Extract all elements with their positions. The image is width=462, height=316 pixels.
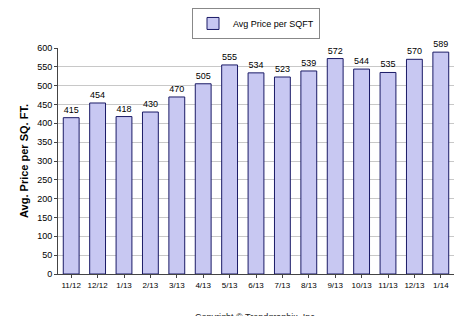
svg-text:8/13: 8/13 (301, 281, 317, 290)
svg-text:100: 100 (37, 231, 52, 241)
svg-text:470: 470 (169, 84, 184, 94)
svg-text:0: 0 (47, 269, 52, 279)
svg-text:11/13: 11/13 (378, 281, 398, 290)
svg-text:550: 550 (37, 62, 52, 72)
svg-text:12/12: 12/12 (88, 281, 109, 290)
svg-text:430: 430 (143, 99, 158, 109)
svg-text:10/13: 10/13 (352, 281, 373, 290)
svg-text:415: 415 (64, 105, 79, 115)
svg-text:6/13: 6/13 (248, 281, 264, 290)
svg-text:11/12: 11/12 (61, 281, 81, 290)
svg-text:4/13: 4/13 (195, 281, 211, 290)
svg-text:350: 350 (37, 137, 52, 147)
svg-text:1/13: 1/13 (116, 281, 132, 290)
svg-text:539: 539 (301, 58, 316, 68)
svg-text:450: 450 (37, 100, 52, 110)
svg-text:600: 600 (37, 43, 52, 53)
svg-text:570: 570 (407, 46, 422, 56)
svg-text:3/13: 3/13 (169, 281, 185, 290)
svg-text:5/13: 5/13 (222, 281, 238, 290)
svg-text:544: 544 (354, 56, 369, 66)
svg-text:505: 505 (196, 71, 211, 81)
svg-text:Copyright © Trendgraphix, Inc.: Copyright © Trendgraphix, Inc. (195, 312, 317, 316)
svg-text:454: 454 (90, 90, 105, 100)
svg-text:12/13: 12/13 (404, 281, 425, 290)
svg-text:250: 250 (37, 175, 52, 185)
svg-text:150: 150 (37, 213, 52, 223)
svg-text:Avg. Price per SQ. FT.: Avg. Price per SQ. FT. (18, 104, 30, 218)
svg-text:300: 300 (37, 156, 52, 166)
svg-text:534: 534 (248, 60, 263, 70)
svg-text:9/13: 9/13 (327, 281, 343, 290)
svg-text:400: 400 (37, 118, 52, 128)
svg-text:500: 500 (37, 81, 52, 91)
svg-text:589: 589 (433, 39, 448, 49)
svg-text:50: 50 (42, 250, 52, 260)
svg-text:Avg Price per SQFT: Avg Price per SQFT (233, 19, 314, 29)
svg-text:1/14: 1/14 (433, 281, 449, 290)
svg-text:555: 555 (222, 52, 237, 62)
svg-text:535: 535 (380, 59, 395, 69)
svg-text:418: 418 (116, 104, 131, 114)
svg-text:572: 572 (328, 46, 343, 56)
svg-text:200: 200 (37, 194, 52, 204)
svg-text:2/13: 2/13 (143, 281, 159, 290)
svg-text:7/13: 7/13 (275, 281, 291, 290)
svg-text:523: 523 (275, 64, 290, 74)
